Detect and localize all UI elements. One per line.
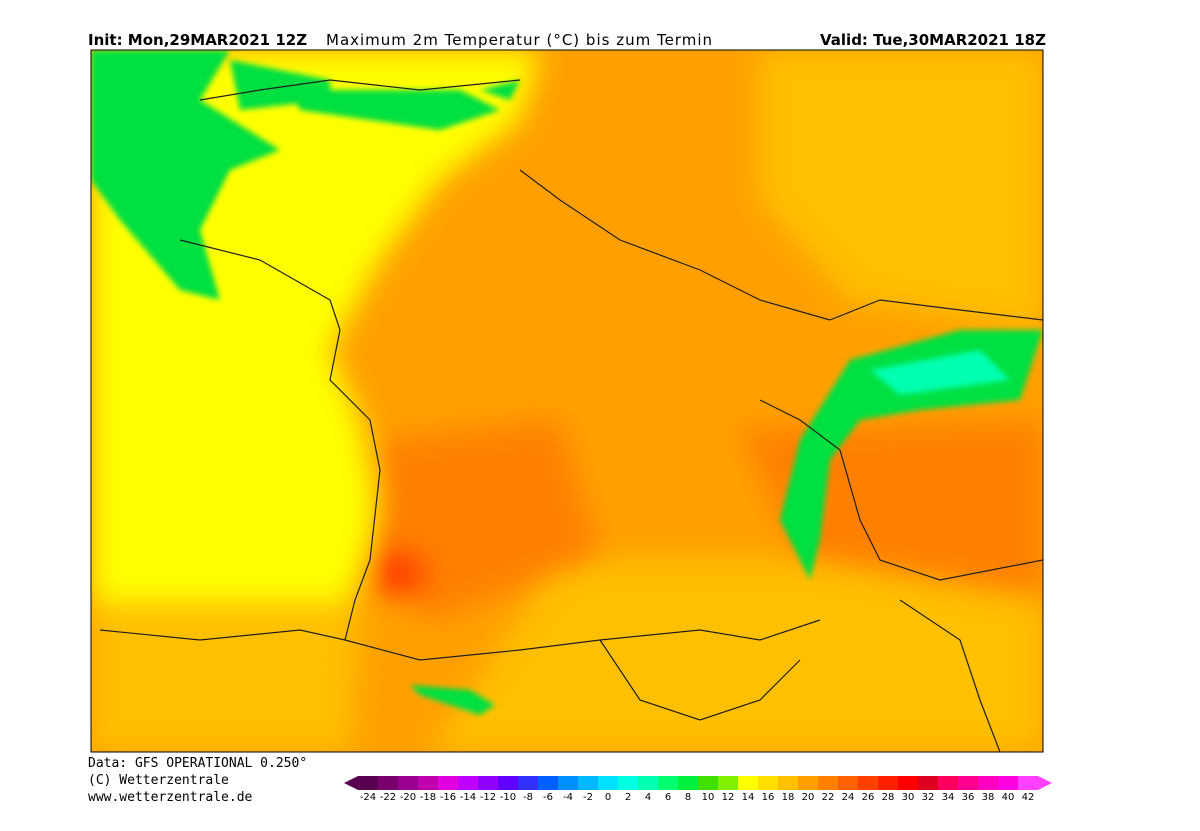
colorbar-label: 38 (982, 792, 995, 803)
colorbar-swatch (918, 776, 938, 790)
valid-time: Valid: Tue,30MAR2021 18Z (820, 31, 1046, 49)
colorbar-label: 6 (665, 792, 671, 803)
data-source: Data: GFS OPERATIONAL 0.250° (88, 756, 308, 771)
colorbar-swatch (878, 776, 898, 790)
colorbar-label: 20 (802, 792, 815, 803)
colorbar-swatch (558, 776, 578, 790)
colorbar-label: 18 (782, 792, 795, 803)
colorbar-label: 30 (902, 792, 915, 803)
colorbar-swatch (938, 776, 958, 790)
colorbar-label: 26 (862, 792, 875, 803)
colorbar-swatch (898, 776, 918, 790)
temperature-field (91, 50, 1043, 752)
colorbar-swatch (358, 776, 378, 790)
colorbar-label: 10 (702, 792, 715, 803)
colorbar-label: 4 (645, 792, 651, 803)
colorbar-label: 36 (962, 792, 975, 803)
colorbar-swatch (698, 776, 718, 790)
colorbar-swatch (538, 776, 558, 790)
colorbar-swatch (658, 776, 678, 790)
colorbar-swatch (778, 776, 798, 790)
colorbar-swatch (858, 776, 878, 790)
colorbar-swatch (598, 776, 618, 790)
colorbar-swatch (458, 776, 478, 790)
colorbar-label: 2 (625, 792, 631, 803)
init-time: Init: Mon,29MAR2021 12Z (88, 31, 308, 49)
colorbar-swatch (958, 776, 978, 790)
colorbar-swatch (498, 776, 518, 790)
colorbar-swatch (758, 776, 778, 790)
colorbar-label: 42 (1022, 792, 1035, 803)
colorbar-label: 40 (1002, 792, 1015, 803)
colorbar-swatch (638, 776, 658, 790)
colorbar-label: 24 (842, 792, 855, 803)
colorbar-swatch (678, 776, 698, 790)
colorbar-swatch (438, 776, 458, 790)
colorbar-max-arrow (1038, 776, 1052, 790)
colorbar-swatch (1018, 776, 1038, 790)
colorbar-swatch (738, 776, 758, 790)
colorbar-swatch (518, 776, 538, 790)
map-title: Maximum 2m Temperatur (°C) bis zum Termi… (326, 31, 713, 49)
coastlines (99, 79, 1043, 752)
colorbar-label: -6 (543, 792, 553, 803)
colorbar-label: 22 (822, 792, 835, 803)
colorbar-label: -10 (500, 792, 516, 803)
colorbar-label: 8 (685, 792, 691, 803)
colorbar-swatch (718, 776, 738, 790)
colorbar-label: 12 (722, 792, 735, 803)
website: www.wetterzentrale.de (88, 790, 253, 805)
colorbar-label: -12 (480, 792, 496, 803)
copyright: (C) Wetterzentrale (88, 773, 229, 788)
colorbar-swatch (818, 776, 838, 790)
colorbar-label: -14 (460, 792, 476, 803)
colorbar-swatch (418, 776, 438, 790)
colorbar-label: 16 (762, 792, 775, 803)
colorbar-swatch (618, 776, 638, 790)
colorbar-label: 28 (882, 792, 895, 803)
colorbar-label: -22 (380, 792, 396, 803)
colorbar-swatch (378, 776, 398, 790)
colorbar-swatch (798, 776, 818, 790)
colorbar-label: -8 (523, 792, 533, 803)
colorbar: -24 -22 -20 -18 -16 -14 -12 -10 -8 -6 -4 -2 0 2 4 6 8 10 1… (344, 776, 1052, 803)
colorbar-label: -2 (583, 792, 593, 803)
colorbar-swatch (998, 776, 1018, 790)
colorbar-label: -24 (360, 792, 376, 803)
colorbar-label: 0 (605, 792, 611, 803)
colorbar-swatch (578, 776, 598, 790)
colorbar-label: -16 (440, 792, 456, 803)
colorbar-label: 34 (942, 792, 955, 803)
map-frame (90, 49, 1044, 753)
colorbar-min-arrow (344, 776, 358, 790)
colorbar-swatch (398, 776, 418, 790)
colorbar-label: -4 (563, 792, 573, 803)
colorbar-label: 32 (922, 792, 935, 803)
colorbar-label: -18 (420, 792, 436, 803)
colorbar-label: -20 (400, 792, 416, 803)
colorbar-swatch (838, 776, 858, 790)
colorbar-swatch (978, 776, 998, 790)
colorbar-swatch (478, 776, 498, 790)
colorbar-label: 14 (742, 792, 755, 803)
